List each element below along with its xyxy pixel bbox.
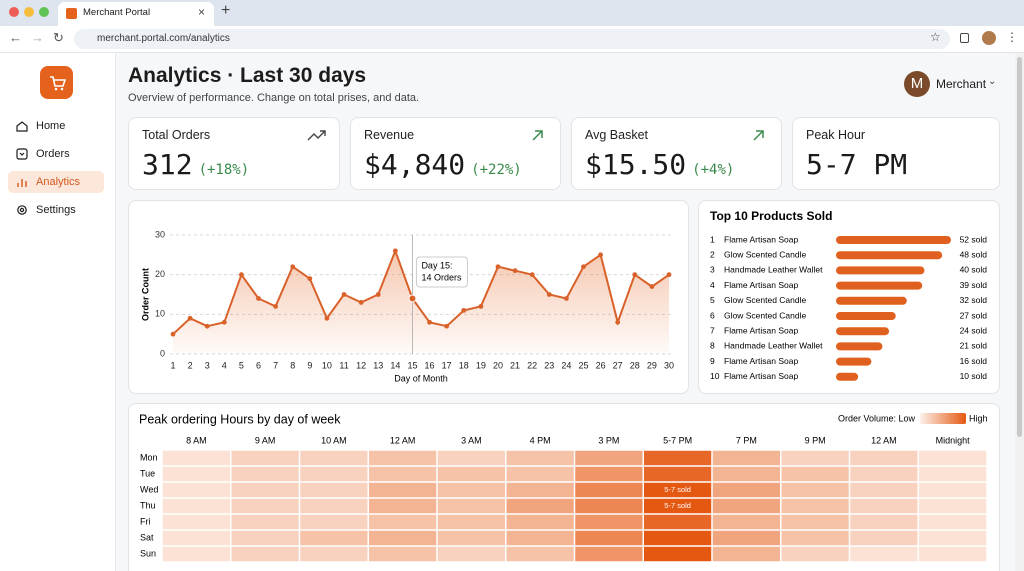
kpi-value: $15.50 (+4%) xyxy=(585,148,734,181)
kpi-label: Total Orders xyxy=(142,128,211,142)
nav-item[interactable]: Home xyxy=(8,115,104,137)
nav-label: Home xyxy=(36,120,66,132)
nav-icon xyxy=(16,148,28,160)
forward-button[interactable]: → xyxy=(31,30,44,45)
nav-label: Analytics xyxy=(36,176,81,188)
nav-icon xyxy=(17,179,27,187)
user-chevron[interactable]: ⌄ xyxy=(988,76,997,87)
minimize-window[interactable] xyxy=(24,7,34,17)
avatar[interactable]: M xyxy=(904,71,930,97)
side-panel[interactable] xyxy=(960,33,969,43)
maximize-window[interactable] xyxy=(39,7,49,17)
kpi-number: 312 xyxy=(142,148,193,181)
new-tab[interactable]: + xyxy=(221,2,231,19)
tab-bar: Merchant Portal × + xyxy=(0,0,1024,26)
line-chart-card xyxy=(128,200,689,394)
trend-icon xyxy=(753,130,764,141)
reload-button[interactable]: ↻ xyxy=(53,30,64,45)
kpi-card: Peak Hour 5-7 PM xyxy=(792,117,1000,190)
trend-icon xyxy=(532,130,543,141)
nav-item[interactable]: Orders xyxy=(8,143,104,165)
trend-icon xyxy=(307,130,326,141)
bookmark-star[interactable]: ☆ xyxy=(930,30,941,44)
address-bar: ← → ↻ merchant.portal.com/analytics ☆ ⋮ xyxy=(0,26,1024,53)
kpi-label: Avg Basket xyxy=(585,128,649,142)
nav-item[interactable]: Settings xyxy=(8,199,104,221)
kpi-label: Peak Hour xyxy=(806,128,866,142)
heatmap-card xyxy=(128,403,1000,571)
nav-label: Orders xyxy=(36,148,70,160)
scroll-thumb[interactable] xyxy=(1017,57,1022,437)
browser-tab[interactable]: Merchant Portal × xyxy=(58,2,214,26)
nav-label: Settings xyxy=(36,204,76,216)
profile-icon[interactable] xyxy=(982,31,996,45)
kpi-card: Revenue $4,840 (+22%) xyxy=(350,117,561,190)
products-card xyxy=(698,200,1000,394)
page-subtitle: Overview of performance. Change on total… xyxy=(128,92,420,104)
kpi-change: (+18%) xyxy=(198,162,250,178)
url-text: merchant.portal.com/analytics xyxy=(97,33,230,44)
back-button[interactable]: ← xyxy=(9,30,22,45)
kpi-change: (+22%) xyxy=(471,162,522,178)
page-title: Analytics · Last 30 days xyxy=(128,64,367,87)
scrollbar[interactable] xyxy=(1015,53,1024,571)
logo-icon xyxy=(50,76,67,91)
kpi-number: $15.50 xyxy=(585,148,687,181)
url-field[interactable]: merchant.portal.com/analytics xyxy=(74,29,950,49)
kpi-change: (+4%) xyxy=(692,162,735,178)
user-menu[interactable]: Merchant xyxy=(936,77,987,91)
kpi-value: 5-7 PM xyxy=(806,148,907,181)
nav-icon xyxy=(17,205,27,215)
kpi-card: Avg Basket $15.50 (+4%) xyxy=(571,117,782,190)
tab-close[interactable]: × xyxy=(198,5,206,19)
kpi-number: $4,840 xyxy=(364,148,466,181)
browser-menu[interactable]: ⋮ xyxy=(1006,30,1018,44)
kpi-label: Revenue xyxy=(364,128,415,142)
tab-title: Merchant Portal xyxy=(83,7,151,18)
sidebar: Home Orders Analytics Settings xyxy=(0,53,116,571)
kpi-card: Total Orders 312 (+18%) xyxy=(128,117,340,190)
kpi-number: 5-7 PM xyxy=(806,148,908,181)
kpi-value: 312 (+18%) xyxy=(142,148,249,181)
nav-icon xyxy=(16,121,28,132)
close-window[interactable] xyxy=(9,7,19,17)
favicon xyxy=(66,8,77,19)
nav-item[interactable]: Analytics xyxy=(8,171,104,193)
kpi-value: $4,840 (+22%) xyxy=(364,148,522,181)
logo xyxy=(40,66,73,99)
